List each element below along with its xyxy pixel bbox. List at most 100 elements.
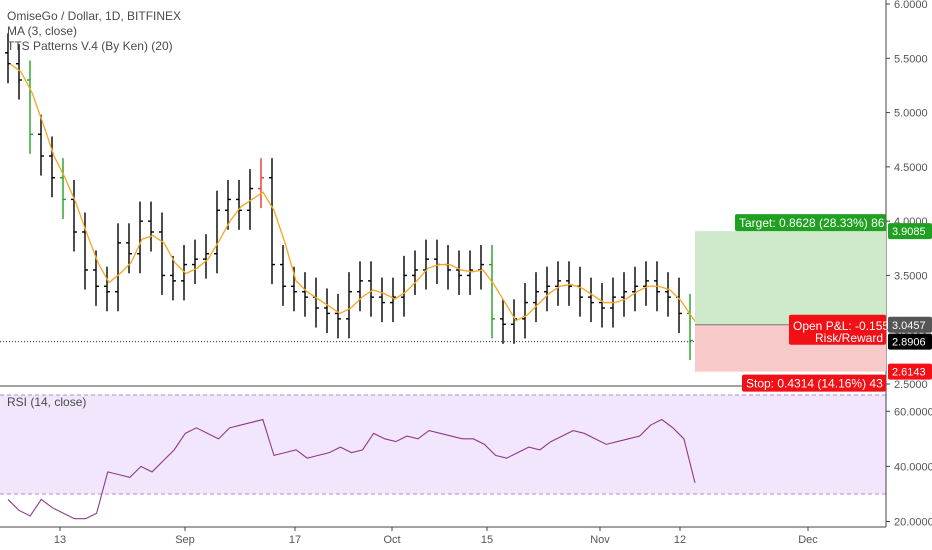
price-bar	[676, 277, 682, 333]
tts-indicator-label[interactable]: TTS Patterns V.4 (By Ken) (20)	[7, 39, 173, 53]
price-bar	[71, 179, 77, 252]
entry-price-tag-text: 3.0457	[892, 320, 926, 332]
price-bar	[599, 283, 605, 328]
price-bar	[93, 250, 99, 306]
price-bar	[324, 288, 330, 333]
price-bar	[170, 255, 176, 301]
price-bar	[335, 293, 341, 339]
price-bar	[577, 266, 583, 317]
target-label-text: Target: 0.8628 (28.33%) 86	[739, 216, 885, 230]
price-bar	[60, 158, 66, 219]
price-bar	[643, 261, 649, 306]
pnl-label[interactable]	[789, 314, 886, 345]
pnl-label-bg	[789, 314, 886, 345]
price-bar	[192, 239, 198, 285]
stop-label[interactable]: Stop: 0.4314 (14.16%) 43	[742, 374, 886, 392]
price-bar	[49, 136, 55, 198]
price-bar	[126, 223, 132, 274]
price-bar	[665, 272, 671, 317]
time-tick-label: Dec	[798, 534, 818, 546]
price-bar	[412, 250, 418, 295]
price-bar	[687, 293, 693, 361]
price-bar	[137, 201, 143, 274]
price-bar	[456, 250, 462, 295]
chart-legend: OmiseGo / Dollar, 1D, BITFINEX MA (3, cl…	[7, 9, 181, 54]
price-bar	[632, 266, 638, 312]
risk-reward-text: Risk/Reward R	[815, 331, 895, 345]
price-bar	[346, 272, 352, 339]
price-bar	[478, 245, 484, 290]
rsi-pane	[0, 394, 886, 520]
target-label-bg	[735, 214, 886, 232]
stop-label-text: Stop: 0.4314 (14.16%) 43	[746, 377, 883, 391]
time-tick-label: 13	[54, 534, 66, 546]
time-tick-label: Sep	[175, 534, 195, 546]
price-tick-label: 5.5000	[894, 53, 928, 65]
price-bar	[500, 299, 506, 344]
price-bar	[27, 60, 33, 154]
stop-price-tag-text: 2.6143	[892, 367, 926, 379]
price-bar	[280, 245, 286, 306]
price-bar	[467, 250, 473, 295]
price-bar	[214, 190, 220, 274]
price-bar	[588, 277, 594, 323]
price-bar	[621, 272, 627, 317]
entry-price-tag-bg	[888, 316, 932, 333]
price-bar	[489, 245, 495, 339]
price-bar	[390, 277, 396, 323]
price-bar	[115, 223, 121, 312]
rsi-band	[0, 394, 886, 494]
entry-price-tag[interactable]: 3.0457	[888, 316, 932, 333]
rsi-tick-label: 40.0000	[894, 461, 932, 473]
target-zone[interactable]	[695, 231, 886, 325]
time-tick-label: 15	[481, 534, 493, 546]
price-bar	[511, 299, 517, 344]
time-tick-label: Nov	[590, 534, 610, 546]
rsi-indicator-label[interactable]: RSI (14, close)	[7, 395, 87, 409]
symbol-title[interactable]: OmiseGo / Dollar, 1D, BITFINEX	[7, 9, 182, 23]
current-price-tag[interactable]: 2.8906	[888, 333, 932, 350]
price-bars	[5, 33, 693, 361]
price-bar	[544, 266, 550, 312]
price-tick-label: 5.0000	[894, 108, 928, 120]
price-bar	[379, 277, 385, 323]
stop-price-tag[interactable]: 2.6143	[888, 363, 932, 380]
target-price-tag[interactable]: 3.9085	[888, 223, 932, 240]
position-tool[interactable]: Target: 0.8628 (28.33%) 86 Open P&L: -0.1…	[695, 214, 932, 392]
open-pnl-text: Open P&L: -0.155	[793, 319, 889, 333]
current-price-tag-text: 2.8906	[892, 337, 926, 349]
price-bar	[368, 261, 374, 317]
time-tick-label: 17	[289, 534, 301, 546]
current-price-tag-bg	[888, 333, 932, 350]
ma-line	[9, 63, 709, 339]
price-bar	[269, 158, 275, 285]
price-bar	[104, 266, 110, 312]
ma-indicator-label[interactable]: MA (3, close)	[7, 24, 78, 38]
rsi-tick-label: 60.0000	[894, 406, 932, 418]
stop-label-bg	[742, 374, 886, 392]
price-bar	[16, 44, 22, 100]
price-tick-label: 3.5000	[894, 270, 928, 282]
price-tick-label: 2.5000	[894, 379, 928, 391]
price-bar	[148, 201, 154, 252]
price-bar	[533, 272, 539, 323]
price-bar	[566, 261, 572, 306]
price-bar	[401, 255, 407, 317]
target-price-tag-bg	[888, 223, 932, 240]
price-bar	[357, 261, 363, 312]
time-tick-label: 12	[674, 534, 686, 546]
price-bar	[258, 158, 264, 209]
price-bar	[82, 212, 88, 290]
rsi-line	[7, 418, 696, 520]
price-bar	[313, 277, 319, 328]
price-bar	[555, 261, 561, 306]
target-label[interactable]: Target: 0.8628 (28.33%) 86	[735, 214, 886, 232]
price-bar	[159, 212, 165, 295]
price-bar	[181, 245, 187, 301]
price-tick-label: 4.5000	[894, 162, 928, 174]
price-bar	[434, 239, 440, 285]
price-bar	[38, 114, 44, 176]
price-bar	[247, 169, 253, 230]
price-tick-label: 6.0000	[894, 0, 928, 11]
